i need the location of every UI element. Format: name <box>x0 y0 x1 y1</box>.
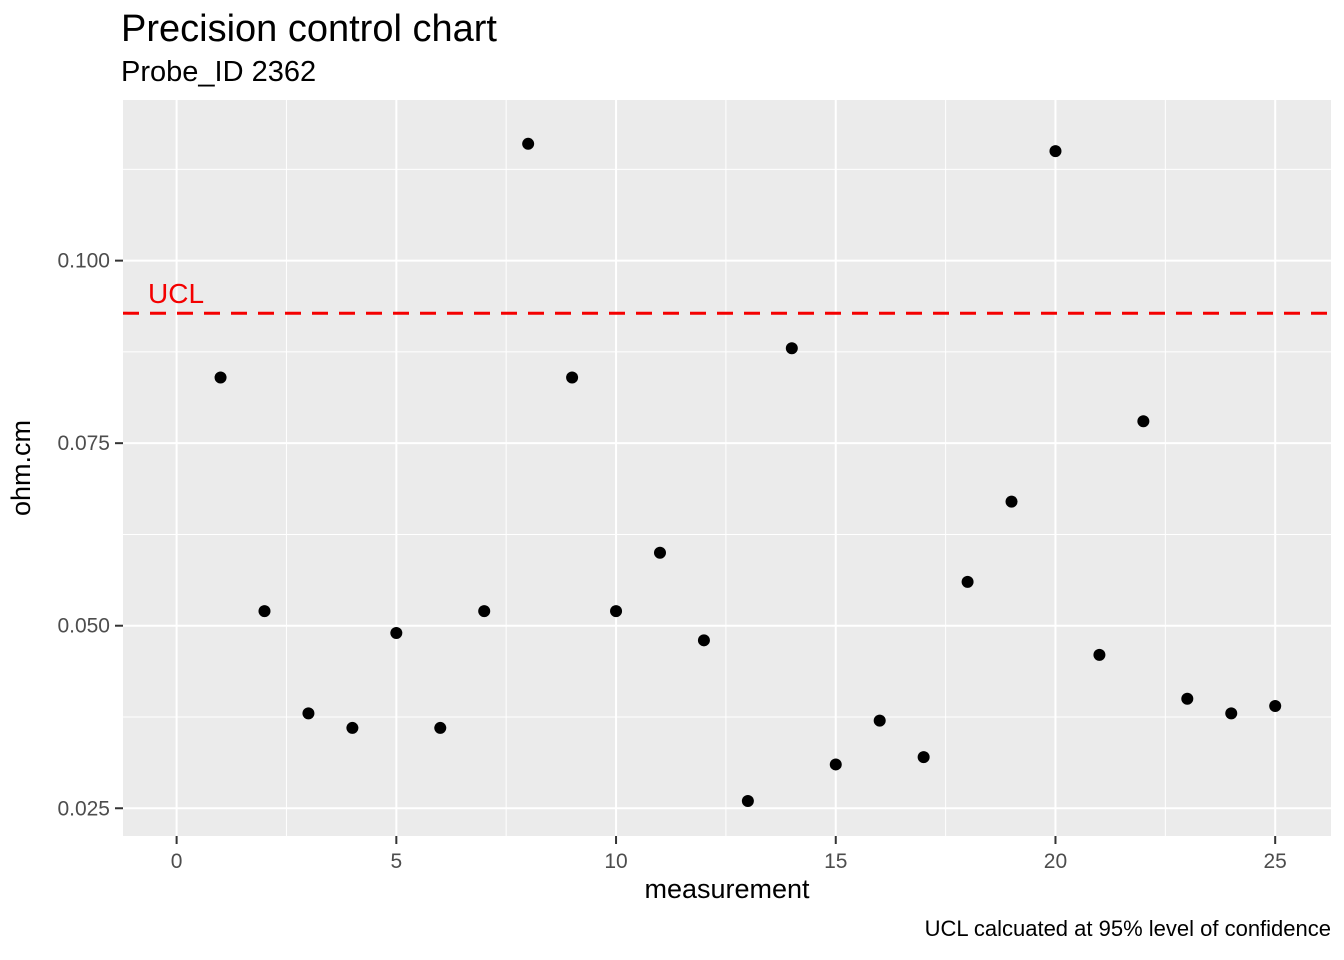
data-point <box>1137 415 1150 428</box>
x-axis-title: measurement <box>644 874 810 904</box>
data-point <box>741 794 754 807</box>
data-point <box>214 371 227 384</box>
data-point <box>346 721 359 734</box>
data-point <box>785 342 798 355</box>
y-tick-label: 0.075 <box>57 432 110 455</box>
chart-subtitle: Probe_ID 2362 <box>121 56 317 88</box>
data-point <box>1181 692 1194 705</box>
data-point <box>1005 495 1018 508</box>
data-point <box>390 627 403 640</box>
data-point <box>873 714 886 727</box>
data-point <box>697 634 710 647</box>
ucl-label: UCL <box>148 278 204 309</box>
x-tick-label: 15 <box>824 850 847 873</box>
data-point <box>961 575 974 588</box>
data-point <box>829 758 842 771</box>
chart-title: Precision control chart <box>121 8 497 50</box>
data-point <box>917 751 930 764</box>
x-tick-label: 20 <box>1044 850 1067 873</box>
chart-caption: UCL calcuated at 95% level of confidence <box>924 916 1331 941</box>
x-tick-label: 10 <box>604 850 627 873</box>
data-point <box>522 137 535 150</box>
data-point <box>478 605 491 618</box>
data-point <box>1269 700 1282 713</box>
x-tick-label: 25 <box>1264 850 1287 873</box>
data-point <box>610 605 623 618</box>
y-tick-label: 0.025 <box>57 797 110 820</box>
data-point <box>302 707 315 720</box>
y-tick-label: 0.100 <box>57 250 110 273</box>
data-point <box>566 371 579 384</box>
y-axis-title: ohm.cm <box>6 420 36 516</box>
x-tick-label: 5 <box>390 850 402 873</box>
data-point <box>653 546 666 559</box>
data-point <box>1049 145 1062 158</box>
data-point <box>1093 648 1106 661</box>
data-point <box>434 721 447 734</box>
y-tick-label: 0.050 <box>57 615 110 638</box>
panel-background <box>123 100 1331 836</box>
data-point <box>258 605 271 618</box>
x-tick-label: 0 <box>171 850 183 873</box>
data-point <box>1225 707 1238 720</box>
